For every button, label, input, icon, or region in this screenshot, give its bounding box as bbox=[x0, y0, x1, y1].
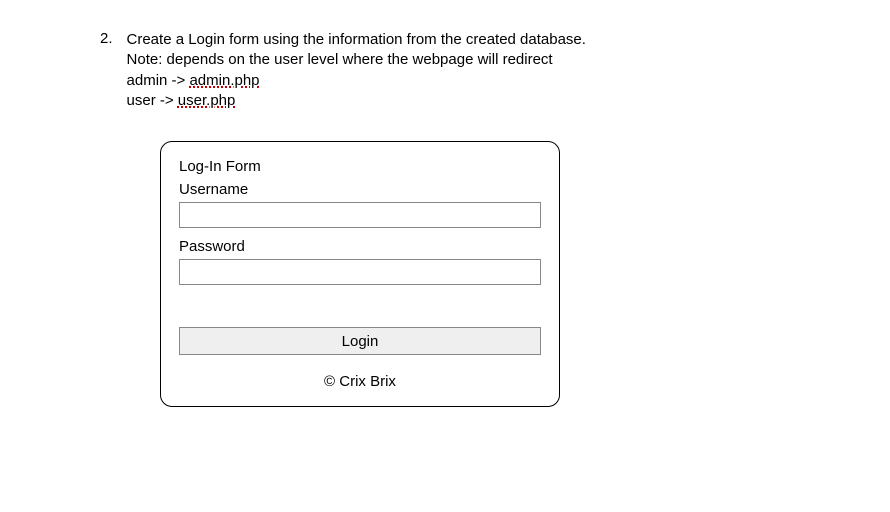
form-title: Log-In Form bbox=[179, 158, 541, 175]
login-form: Log-In Form Username Password Login © Cr… bbox=[160, 141, 560, 407]
login-button[interactable]: Login bbox=[179, 327, 541, 355]
question-line2: Note: depends on the user level where th… bbox=[127, 51, 553, 68]
question-line1: Create a Login form using the informatio… bbox=[127, 31, 586, 48]
username-label: Username bbox=[179, 181, 541, 198]
password-label: Password bbox=[179, 238, 541, 255]
question-number: 2. bbox=[100, 30, 113, 47]
password-input[interactable] bbox=[179, 259, 541, 285]
admin-label: admin -> bbox=[127, 72, 190, 89]
footer-text: © Crix Brix bbox=[179, 373, 541, 390]
user-label: user -> bbox=[127, 92, 178, 109]
question-block: 2. Create a Login form using the informa… bbox=[100, 30, 790, 111]
user-link: user.php bbox=[178, 92, 236, 109]
admin-link: admin.php bbox=[189, 72, 259, 89]
username-input[interactable] bbox=[179, 202, 541, 228]
form-spacer bbox=[179, 299, 541, 327]
question-text: Create a Login form using the informatio… bbox=[127, 30, 586, 111]
